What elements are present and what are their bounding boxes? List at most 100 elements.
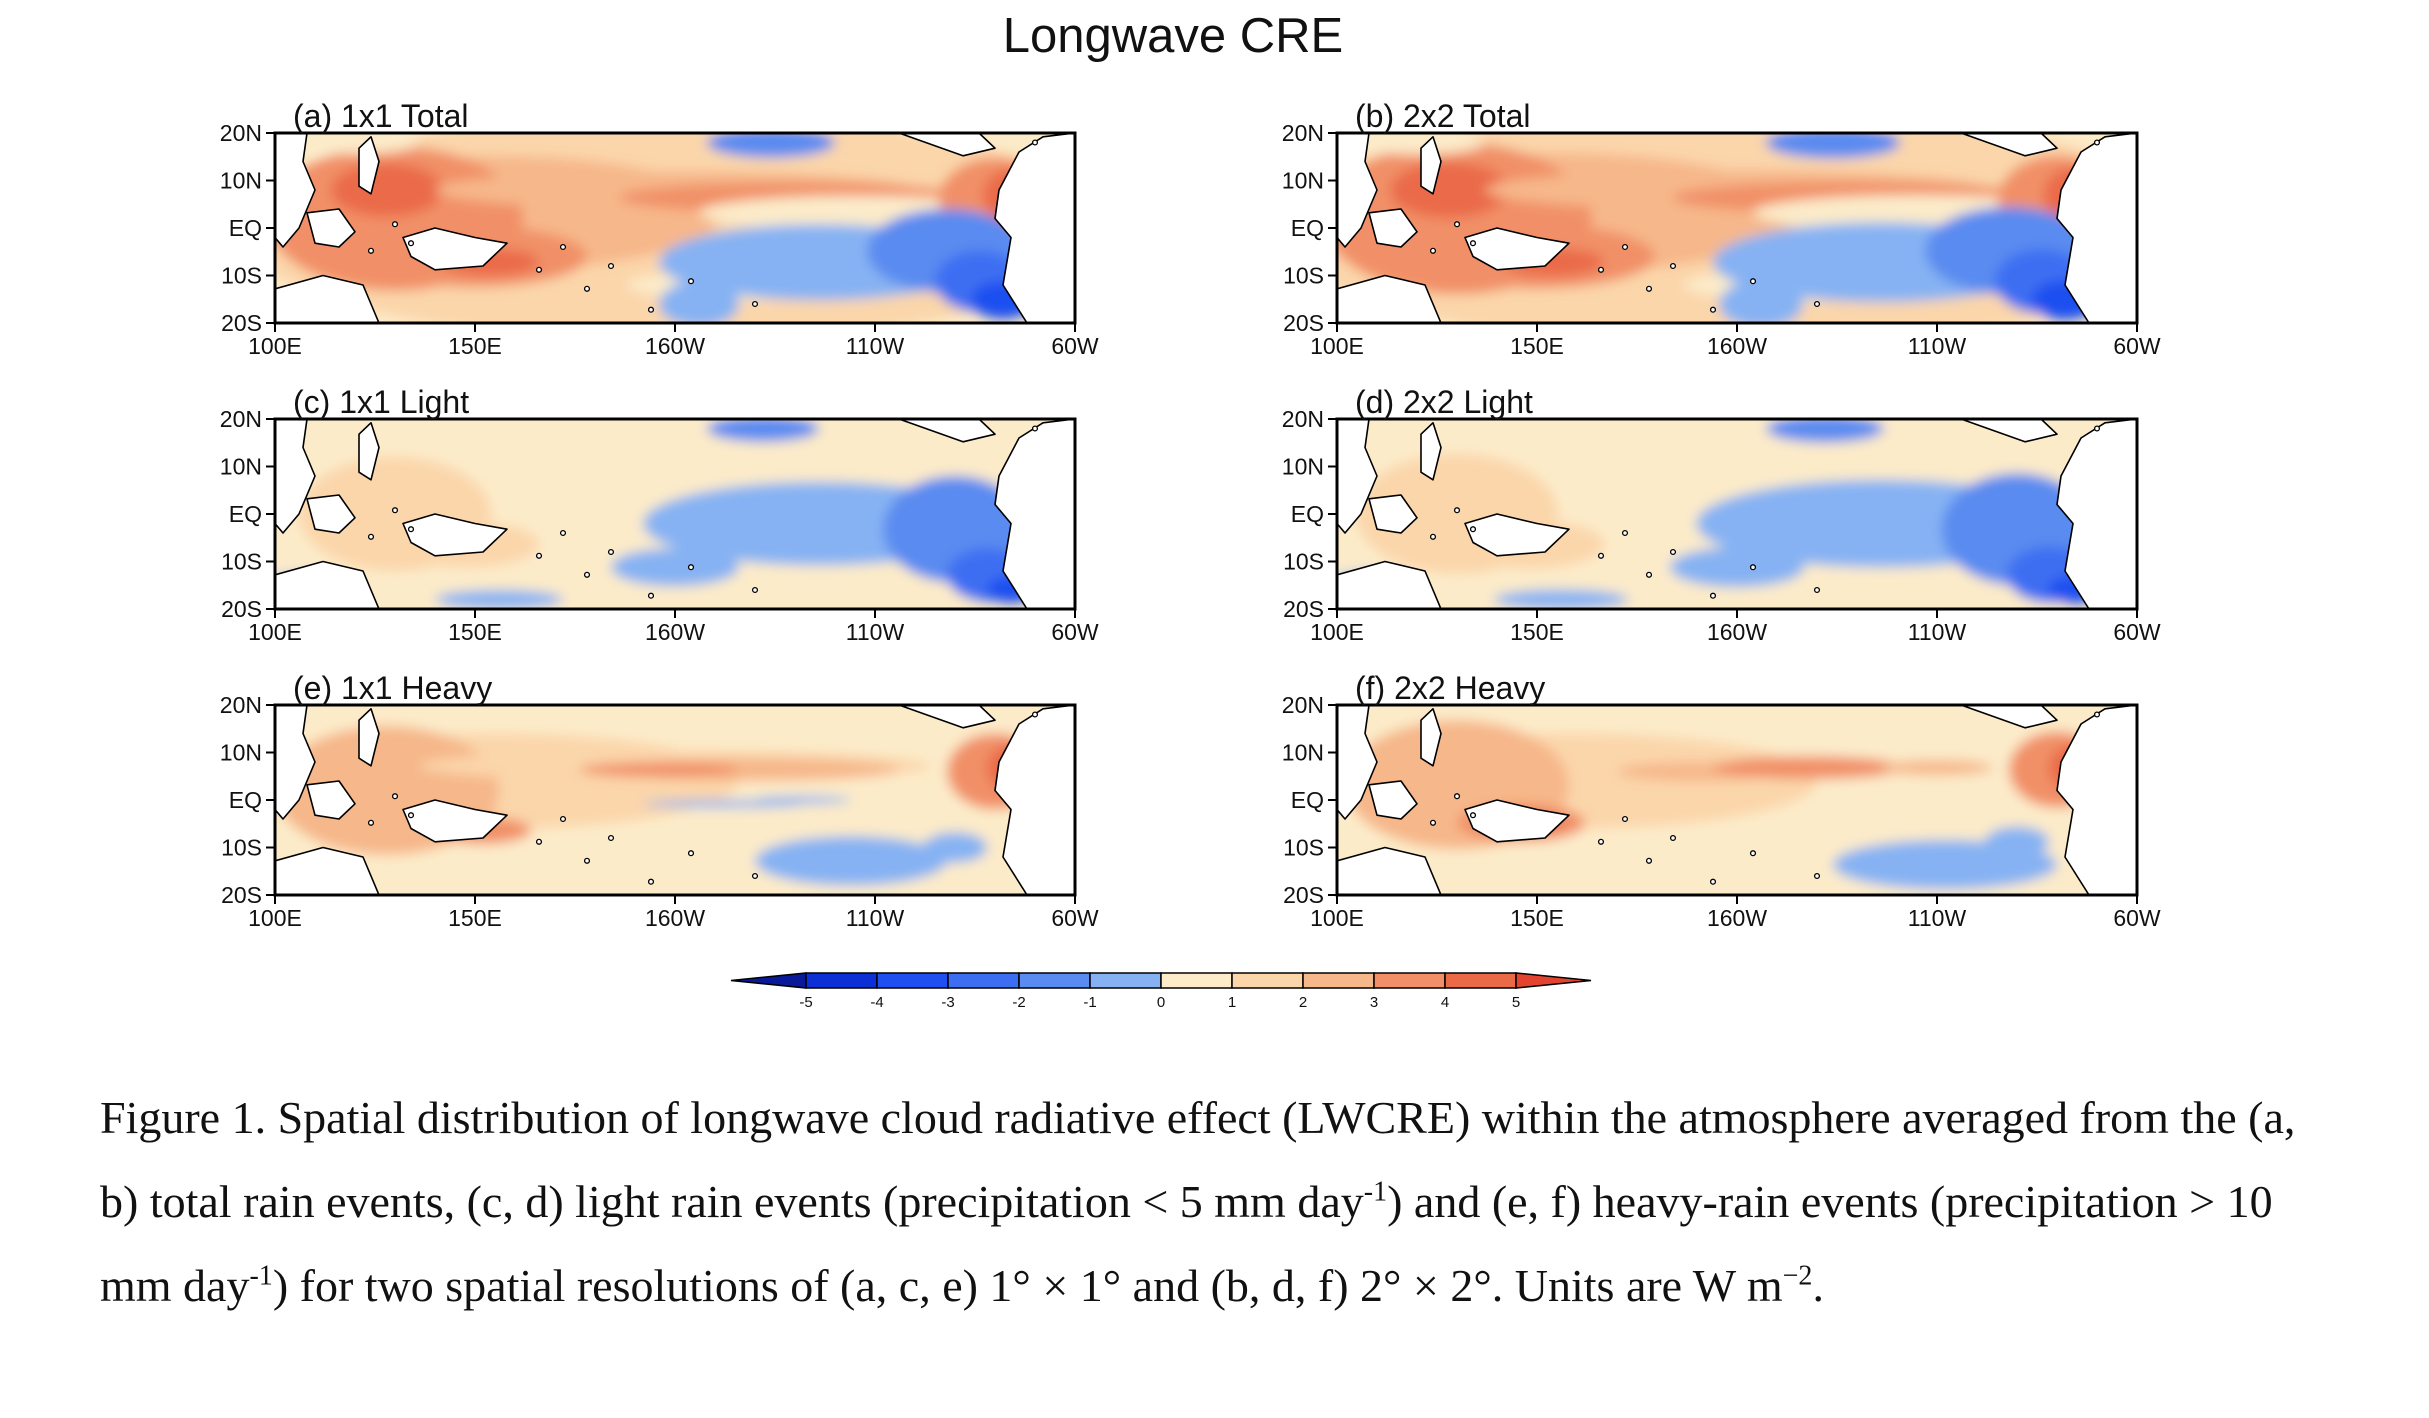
lat-tick-label: EQ: [229, 787, 262, 813]
panel-title: (b) 2x2 Total: [1355, 98, 1531, 134]
colorbar-tick-label: 4: [1441, 994, 1449, 1011]
colorbar-tick-label: 1: [1228, 994, 1236, 1011]
lat-tick-label: 20N: [1282, 692, 1324, 718]
colorbar-segment: [1302, 972, 1375, 989]
lat-tick-label: 20N: [1282, 406, 1324, 432]
lat-tick-label: 10N: [1282, 454, 1324, 480]
colorbar-segment: [947, 972, 1020, 989]
colorbar-tick-label: 3: [1370, 994, 1378, 1011]
colorbar-tick-label: -5: [799, 994, 812, 1011]
lon-tick-label: 100E: [1310, 905, 1364, 931]
lat-tick-label: 20S: [221, 310, 262, 336]
lon-tick-label: 60W: [1051, 333, 1099, 359]
lon-tick-label: 60W: [1051, 905, 1099, 931]
colorbar-tick-label: 0: [1157, 994, 1165, 1011]
lon-tick-label: 60W: [2113, 333, 2161, 359]
lon-tick-label: 100E: [248, 905, 302, 931]
coastline: [1337, 705, 2137, 895]
lat-tick-label: EQ: [1291, 501, 1324, 527]
lon-tick-label: 100E: [1310, 619, 1364, 645]
lwcre-field: [1337, 705, 2137, 895]
colorbar-tick-label: -3: [941, 994, 954, 1011]
lon-tick-label: 110W: [846, 619, 905, 645]
lon-tick-label: 60W: [2113, 619, 2161, 645]
caption-text-3: ) for two spatial resolutions of (a, c, …: [272, 1260, 1783, 1311]
lat-tick-label: EQ: [229, 501, 262, 527]
panel-title: (d) 2x2 Light: [1355, 384, 1533, 420]
lon-tick-label: 150E: [1510, 905, 1564, 931]
caption-sup-3: −2: [1782, 1260, 1813, 1292]
lat-tick-label: 10N: [220, 740, 262, 766]
caption-text-1: Figure 1. Spatial distribution of longwa…: [100, 1092, 2296, 1227]
lwcre-field: [1337, 133, 2137, 323]
caption-sup-2: -1: [249, 1260, 273, 1292]
panel-title: (a) 1x1 Total: [293, 98, 469, 134]
lat-tick-label: 10S: [1283, 835, 1324, 861]
lat-tick-label: 20S: [1283, 310, 1324, 336]
lon-tick-label: 160W: [1707, 905, 1767, 931]
colorbar-segment: [1089, 972, 1162, 989]
lon-tick-label: 150E: [1510, 333, 1564, 359]
panel-title: (f) 2x2 Heavy: [1355, 670, 1545, 706]
lat-tick-label: 10S: [1283, 549, 1324, 575]
colorbar-segment: [1231, 972, 1304, 989]
lon-tick-label: 160W: [1707, 333, 1767, 359]
colorbar-tick-label: 2: [1299, 994, 1307, 1011]
lat-tick-label: 10N: [1282, 168, 1324, 194]
lat-tick-label: EQ: [229, 215, 262, 241]
coastline: [275, 419, 1075, 609]
lon-tick-label: 110W: [1908, 619, 1967, 645]
lon-tick-label: 150E: [1510, 619, 1564, 645]
colorbar: -5 -4 -3 -2 -1 0 1 2 3 4 5: [730, 972, 1592, 1011]
figure-caption: Figure 1. Spatial distribution of longwa…: [100, 1076, 2340, 1328]
lwcre-field: [275, 705, 1075, 895]
colorbar-tick-label: -2: [1012, 994, 1025, 1011]
lat-tick-label: 20S: [221, 882, 262, 908]
lat-tick-label: 20N: [1282, 120, 1324, 146]
lat-tick-label: 10N: [220, 454, 262, 480]
lwcre-field: [275, 133, 1075, 323]
lon-tick-label: 110W: [1908, 905, 1967, 931]
colorbar-tick-label: -1: [1083, 994, 1096, 1011]
coastline: [275, 705, 1075, 895]
lon-tick-label: 160W: [645, 333, 705, 359]
figure-title: Longwave CRE: [1003, 9, 1343, 63]
lon-tick-label: 110W: [846, 905, 905, 931]
lat-tick-label: 10S: [1283, 263, 1324, 289]
lon-tick-label: 60W: [2113, 905, 2161, 931]
coastline: [275, 133, 1075, 323]
colorbar-segment: [805, 972, 878, 989]
coastline: [1337, 419, 2137, 609]
lwcre-field: [1337, 419, 2137, 609]
colorbar-tick-label: 5: [1512, 994, 1520, 1011]
colorbar-tick-label: -4: [870, 994, 883, 1011]
lon-tick-label: 100E: [248, 619, 302, 645]
lat-tick-label: 20S: [1283, 882, 1324, 908]
caption-sup-1: -1: [1363, 1176, 1388, 1208]
colorbar-min-arrow: [730, 972, 807, 989]
lon-tick-label: 150E: [448, 619, 502, 645]
colorbar-segment: [1018, 972, 1091, 989]
lon-tick-label: 160W: [645, 905, 705, 931]
colorbar-segment: [1373, 972, 1446, 989]
colorbar-max-arrow: [1515, 972, 1592, 989]
colorbar-segment: [876, 972, 949, 989]
colorbar-segment: [1160, 972, 1233, 989]
lon-tick-label: 150E: [448, 905, 502, 931]
lon-tick-label: 150E: [448, 333, 502, 359]
lat-tick-label: 20N: [220, 406, 262, 432]
figure-canvas: Longwave CRE (a) 1x1 Total 20N 10N EQ 10S 20S…: [220, 9, 2161, 1011]
lon-tick-label: 110W: [846, 333, 905, 359]
lon-tick-label: 110W: [1908, 333, 1967, 359]
lon-tick-label: 160W: [1707, 619, 1767, 645]
lat-tick-label: 20N: [220, 692, 262, 718]
lat-tick-label: 20N: [220, 120, 262, 146]
panel-title: (e) 1x1 Heavy: [293, 670, 492, 706]
caption-text-2: ) and (e, f) heavy-rain events (precipit…: [100, 1176, 2273, 1311]
